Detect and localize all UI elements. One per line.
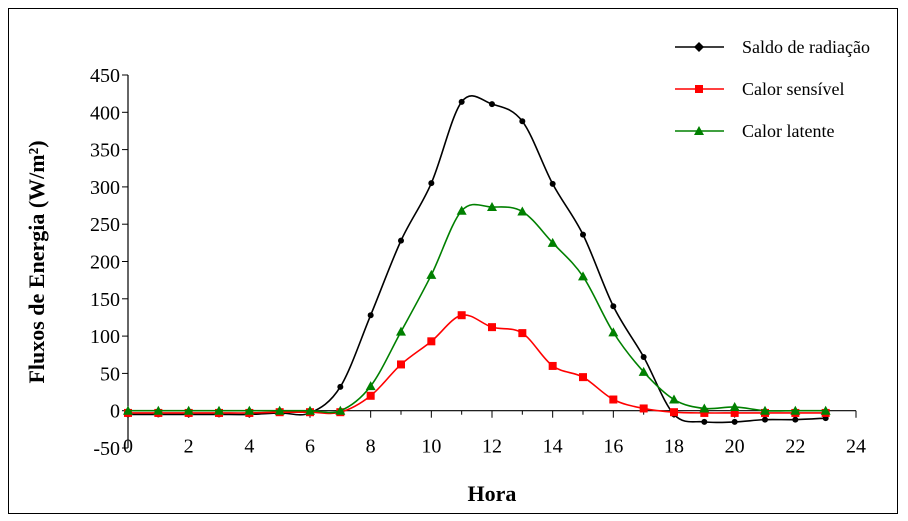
data-point <box>366 391 375 400</box>
data-point <box>638 366 649 376</box>
legend: Saldo de radiação Calor sensível Calor lat… <box>675 37 870 141</box>
legend-label: Calor latente <box>742 121 834 141</box>
data-point <box>274 405 285 415</box>
data-point <box>398 237 404 244</box>
y-tick-label: 100 <box>90 326 120 348</box>
data-point <box>640 353 647 360</box>
data-point <box>153 405 164 415</box>
data-point <box>458 98 465 105</box>
data-point <box>578 271 588 281</box>
data-point <box>337 383 344 390</box>
x-tick-label: 4 <box>244 436 254 458</box>
data-point <box>580 231 586 238</box>
series-line <box>127 203 826 414</box>
data-point <box>549 180 556 187</box>
legend-marker <box>694 42 704 52</box>
data-point <box>244 405 255 415</box>
x-tick-label: 16 <box>603 436 623 458</box>
y-tick-label: 150 <box>90 289 120 311</box>
data-point <box>731 418 738 425</box>
x-tick-label: 6 <box>305 436 315 458</box>
y-tick-label: 350 <box>90 140 120 162</box>
y-tick-label: -50 <box>93 438 120 460</box>
series-triangle <box>123 202 831 415</box>
data-point <box>489 101 495 108</box>
data-point <box>729 401 740 411</box>
data-point <box>214 405 224 415</box>
legend-label: Saldo de radiação <box>742 37 870 57</box>
data-point <box>548 361 557 370</box>
x-tick-label: 18 <box>664 436 684 458</box>
y-tick-label: 450 <box>90 65 120 87</box>
data-point <box>365 381 376 391</box>
series-line <box>127 95 826 424</box>
data-point <box>701 418 708 425</box>
data-point <box>183 405 194 415</box>
x-tick-label: 22 <box>785 436 805 458</box>
data-point <box>426 269 437 279</box>
y-tick-label: 0 <box>110 401 120 423</box>
x-tick-label: 24 <box>846 436 866 458</box>
x-tick-label: 8 <box>366 436 376 458</box>
x-tick-label: 20 <box>725 436 745 458</box>
data-point <box>457 311 466 320</box>
data-point <box>547 237 558 247</box>
series-diamond <box>125 95 829 425</box>
data-point <box>639 404 648 413</box>
data-point <box>396 326 406 336</box>
y-tick-label: 400 <box>90 102 120 124</box>
data-point <box>762 416 768 423</box>
x-tick-label: 2 <box>184 436 194 458</box>
data-point <box>670 408 678 417</box>
data-point <box>820 405 831 415</box>
data-point <box>367 312 374 319</box>
data-point <box>456 205 467 215</box>
series-layer <box>123 95 831 425</box>
data-point <box>609 395 618 404</box>
y-tick-label: 200 <box>90 252 120 274</box>
data-point <box>669 394 679 404</box>
data-point <box>397 360 405 369</box>
series-line <box>128 314 826 415</box>
data-point <box>792 416 799 423</box>
x-tick-label: 0 <box>123 436 133 458</box>
data-point <box>699 403 710 413</box>
x-tick-label: 14 <box>543 436 563 458</box>
data-point <box>487 202 497 212</box>
legend-marker <box>695 85 703 93</box>
data-point <box>428 180 435 187</box>
series-square <box>124 311 830 417</box>
data-point <box>579 373 587 382</box>
data-point <box>335 405 346 415</box>
data-point <box>760 405 770 415</box>
y-tick-label: 300 <box>90 177 120 199</box>
x-tick-label: 12 <box>482 436 502 458</box>
data-point <box>517 206 528 216</box>
data-point <box>608 327 619 337</box>
data-point <box>700 408 709 417</box>
x-tick-label: 10 <box>421 436 441 458</box>
y-tick-label: 50 <box>100 363 120 385</box>
data-point <box>488 323 496 332</box>
data-point <box>123 405 133 415</box>
data-point <box>790 405 801 415</box>
data-point <box>610 303 617 310</box>
data-point <box>305 405 315 415</box>
legend-label: Calor sensível <box>742 79 844 99</box>
y-tick-label: 250 <box>90 214 120 236</box>
chart-frame <box>8 8 898 514</box>
x-axis-title: Hora <box>468 481 517 506</box>
legend-marker <box>694 126 704 135</box>
data-point <box>518 329 527 338</box>
data-point <box>519 118 526 125</box>
data-point <box>427 337 436 346</box>
data-point <box>730 408 739 417</box>
y-axis-title: Fluxos de Energia (W/m²) <box>24 140 49 383</box>
